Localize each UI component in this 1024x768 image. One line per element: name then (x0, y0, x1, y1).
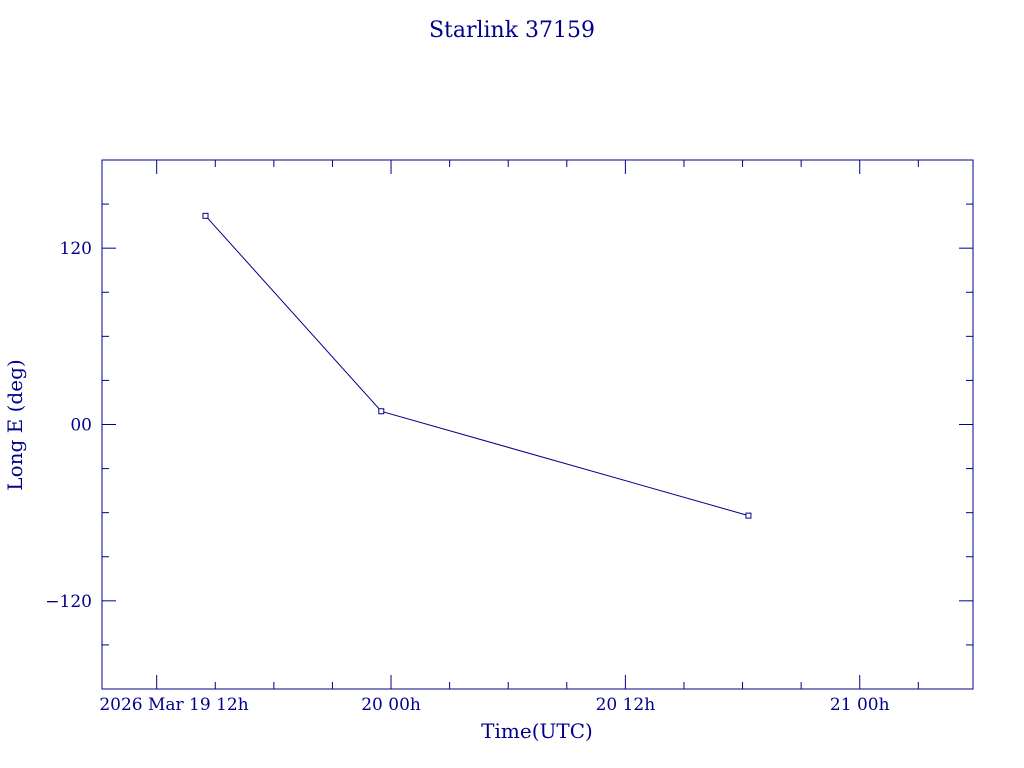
y-tick-label: 120 (60, 239, 92, 259)
data-point (378, 408, 385, 415)
y-axis-ticks (102, 203, 973, 646)
data-point (202, 212, 209, 219)
x-axis-label: Time(UTC) (481, 719, 593, 743)
y-tick-label: 00 (70, 416, 92, 436)
y-tick-label: −120 (45, 592, 92, 612)
plot-frame (101, 159, 974, 690)
x-axis-tick-labels: 2026 Mar 19 12h 20 00h 20 12h 21 00h (99, 695, 889, 715)
x-tick-label: 20 12h (596, 695, 656, 715)
x-tick-label: 2026 Mar 19 12h (99, 695, 248, 715)
data-point (745, 512, 752, 519)
x-tick-label: 20 00h (361, 695, 421, 715)
x-axis-ticks (156, 160, 919, 689)
series-line (205, 215, 749, 517)
y-axis-label: Long E (deg) (3, 359, 27, 490)
y-axis-tick-labels: −120 00 120 (45, 239, 92, 612)
chart-title: Starlink 37159 (429, 18, 595, 43)
series-layer (202, 212, 752, 519)
x-tick-label: 21 00h (830, 695, 890, 715)
